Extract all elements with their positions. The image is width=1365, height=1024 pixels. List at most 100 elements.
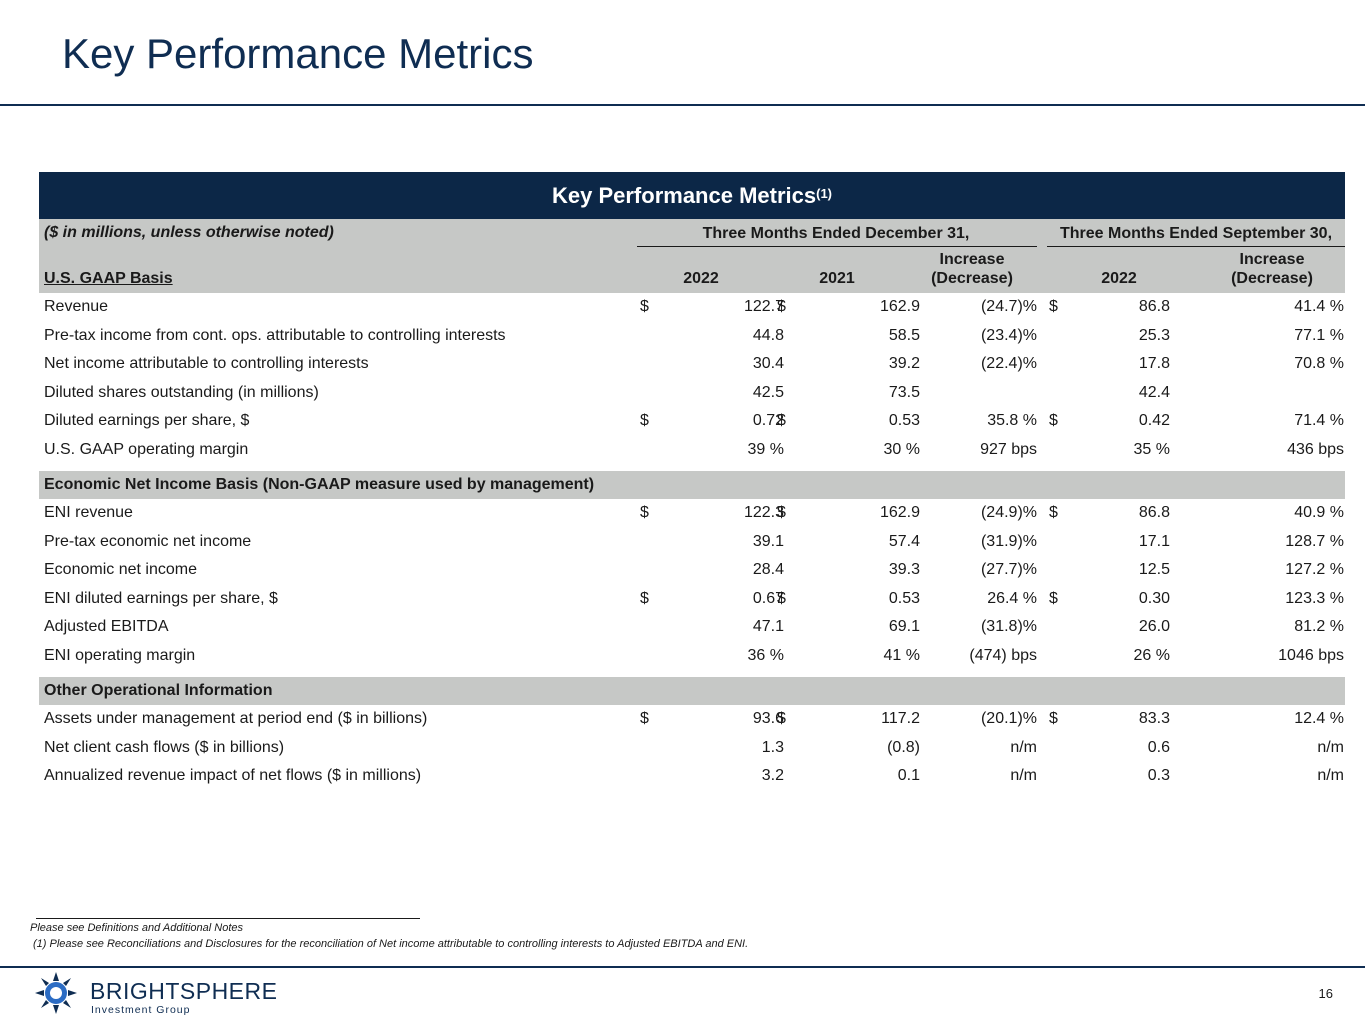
col-header-decrease: (Decrease) [931,270,1013,287]
change-q3-pct: 436 bps [1287,440,1344,458]
banner-footnote-ref: (1) [816,186,832,201]
change-pct: (24.9)% [980,504,1037,521]
currency-2022: $ [640,412,649,429]
currency-2022: $ [640,504,649,521]
group-underline-sep [1047,246,1345,247]
footnote-definitions: Please see Definitions and Additional No… [30,922,244,934]
currency-q3: $ [1049,710,1058,727]
value-2022: 122.3 [743,504,784,521]
currency-2022: $ [640,298,649,315]
row-label: Pre-tax economic net income [44,532,252,550]
banner-title: Key Performance Metrics [551,182,817,208]
table-row: Net income attributable to controlling i… [39,350,1345,379]
change-q3-pct: 123.3 % [1285,589,1344,607]
table-row: Revenue $122.7 $162.9 (24.7)% $86.8 41.4 % [39,293,1345,322]
currency-2022: $ [640,589,649,607]
change-q3-pct: 81.2 % [1294,618,1344,635]
value-2021: 30 % [883,440,920,458]
value-q3-2022: 86.8 [1138,504,1170,521]
value-q3-2022: 17.8 [1138,355,1170,372]
value-2021: 39.3 [888,561,920,578]
col-header-q3-2022: 2022 [1101,270,1137,287]
value-2021: 73.5 [888,383,920,401]
value-2021: 58.5 [888,326,920,344]
change-q3-pct: 12.4 % [1294,710,1344,727]
group-underline-dec [637,246,1037,247]
change-pct: n/m [1010,767,1037,784]
table-row: ENI revenue $122.3 $162.9 (24.9)% $86.8 40.9 … [39,499,1345,528]
currency-2021: $ [777,298,786,315]
row-label: Pre-tax income from cont. ops. attributa… [44,326,506,344]
value-2022: 3.2 [761,767,784,784]
value-2021: 0.53 [888,412,920,429]
value-2021: 57.4 [888,532,920,550]
value-q3-2022: 86.8 [1138,298,1170,315]
value-2022: 30.4 [752,355,784,372]
currency-2021: $ [777,412,786,429]
value-q3-2022: 35 % [1133,440,1170,458]
gaap-rows: Revenue $122.7 $162.9 (24.7)% $86.8 41.4 % Pre… [39,293,1345,464]
change-pct: (31.8)% [980,618,1037,635]
col-header-q3-increase: Increase [1239,251,1305,268]
value-2022: 47.1 [752,618,784,635]
value-2021: 162.9 [879,298,920,315]
footnote-1: (1) Please see Reconciliations and Discl… [33,938,749,950]
units-note: ($ in millions, unless otherwise noted) [44,224,334,241]
table-row: Adjusted EBITDA 47.1 69.1 (31.8)% 26.0 81.2 % [39,613,1345,642]
value-2022: 122.7 [743,298,784,315]
value-2022: 39.1 [752,532,784,550]
value-q3-2022: 0.42 [1138,412,1170,429]
change-q3-pct: 40.9 % [1294,504,1344,521]
row-label: Revenue [44,298,109,315]
table-row: Economic net income 28.4 39.3 (27.7)% 12.5 12… [39,556,1345,585]
value-2022: 0.72 [752,412,784,429]
change-pct: (23.4)% [980,326,1037,344]
row-label: Economic net income [44,561,197,578]
footer-divider [0,966,1365,968]
value-2021: 0.53 [888,589,920,607]
row-label: ENI revenue [44,504,133,521]
section-other-title: Other Operational Information [44,682,273,699]
table-row: U.S. GAAP operating margin 39 % 30 % 927 bp… [39,436,1345,465]
value-q3-2022: 12.5 [1138,561,1170,578]
table-row: ENI diluted earnings per share, $ $0.67 $0… [39,585,1345,614]
value-2022: 28.4 [752,561,784,578]
table-row: Net client cash flows ($ in billions) 1.3… [39,734,1345,763]
row-label: Adjusted EBITDA [44,618,169,635]
row-label: Annualized revenue impact of net flows (… [44,767,422,784]
brand-name: BRIGHTSPHERE [90,978,278,1004]
value-2022: 93.6 [752,710,784,727]
table-row: Pre-tax economic net income 39.1 57.4 (31.9… [39,528,1345,557]
col-header-2021: 2021 [819,270,855,287]
value-q3-2022: 83.3 [1138,710,1170,727]
footnote-divider [36,918,420,919]
table-row: ENI operating margin 36 % 41 % (474) bps 26 … [39,642,1345,671]
change-pct [919,379,1037,408]
change-pct: 35.8 % [987,412,1037,429]
change-q3-pct: 1046 bps [1278,646,1344,664]
currency-q3: $ [1049,412,1058,429]
value-2022: 44.8 [752,326,784,344]
change-q3-pct: n/m [1317,738,1344,756]
change-pct: (31.9)% [980,532,1037,550]
change-pct: (24.7)% [980,298,1037,315]
change-pct: (27.7)% [980,561,1037,578]
change-q3-pct: 41.4 % [1294,298,1344,315]
value-2022: 39 % [747,440,784,458]
change-pct: n/m [1010,738,1037,756]
brand-subtitle: Investment Group [91,1004,191,1016]
row-label: U.S. GAAP operating margin [44,440,249,458]
col-header-increase: Increase [939,251,1005,268]
section-eni-title: Economic Net Income Basis (Non-GAAP meas… [44,476,595,493]
table-banner: Key Performance Metrics (1) [39,172,1345,219]
change-pct: 927 bps [980,440,1037,458]
table-header: ($ in millions, unless otherwise noted) … [39,219,1345,293]
value-q3-2022: 0.6 [1147,738,1170,756]
change-pct: 26.4 % [987,589,1037,607]
page-number: 16 [1318,986,1333,1001]
value-2021: 162.9 [879,504,920,521]
col-header-2022: 2022 [683,270,719,287]
value-q3-2022: 17.1 [1138,532,1170,550]
change-q3-pct: 77.1 % [1294,326,1344,344]
currency-q3: $ [1049,589,1058,607]
